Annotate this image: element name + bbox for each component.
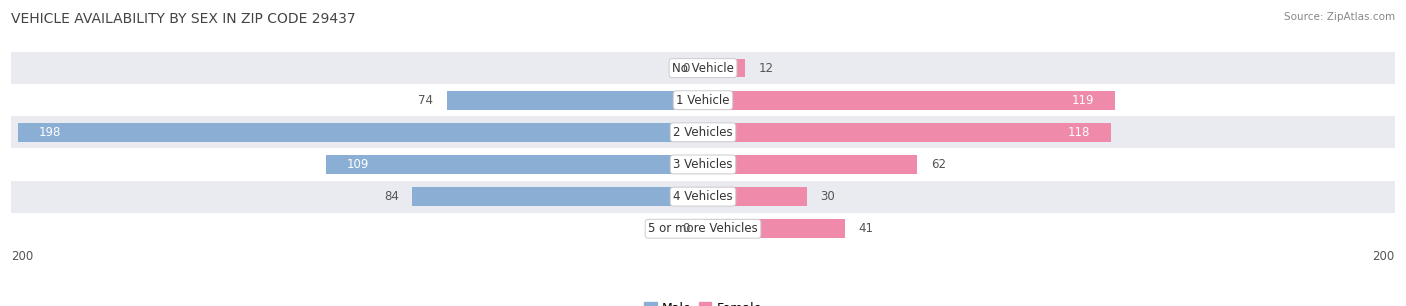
Text: 12: 12 [758, 62, 773, 75]
Bar [703, 59, 745, 77]
Text: No Vehicle: No Vehicle [672, 62, 734, 75]
Bar [11, 84, 1395, 116]
Bar [703, 155, 918, 174]
Text: Source: ZipAtlas.com: Source: ZipAtlas.com [1284, 12, 1395, 22]
Text: 3 Vehicles: 3 Vehicles [673, 158, 733, 171]
Text: 62: 62 [931, 158, 946, 171]
Bar [11, 116, 1395, 148]
Legend: Male, Female: Male, Female [640, 297, 766, 306]
Text: 0: 0 [682, 62, 689, 75]
Bar [18, 123, 703, 142]
Text: 119: 119 [1071, 94, 1094, 107]
Bar [11, 148, 1395, 181]
Bar [703, 123, 1111, 142]
Text: 5 or more Vehicles: 5 or more Vehicles [648, 222, 758, 235]
Text: 4 Vehicles: 4 Vehicles [673, 190, 733, 203]
Text: 118: 118 [1069, 126, 1091, 139]
Text: 41: 41 [859, 222, 873, 235]
Text: 84: 84 [384, 190, 399, 203]
Text: 30: 30 [821, 190, 835, 203]
Bar [703, 187, 807, 206]
Bar [447, 91, 703, 110]
Bar [11, 52, 1395, 84]
Bar [703, 219, 845, 238]
Text: 200: 200 [11, 250, 34, 263]
Text: 198: 198 [39, 126, 62, 139]
Text: 200: 200 [1372, 250, 1395, 263]
Text: 1 Vehicle: 1 Vehicle [676, 94, 730, 107]
Text: 2 Vehicles: 2 Vehicles [673, 126, 733, 139]
Bar [11, 213, 1395, 245]
Bar [412, 187, 703, 206]
Text: VEHICLE AVAILABILITY BY SEX IN ZIP CODE 29437: VEHICLE AVAILABILITY BY SEX IN ZIP CODE … [11, 12, 356, 26]
Bar [703, 91, 1115, 110]
Bar [11, 181, 1395, 213]
Text: 109: 109 [347, 158, 370, 171]
Bar [326, 155, 703, 174]
Text: 74: 74 [418, 94, 433, 107]
Text: 0: 0 [682, 222, 689, 235]
